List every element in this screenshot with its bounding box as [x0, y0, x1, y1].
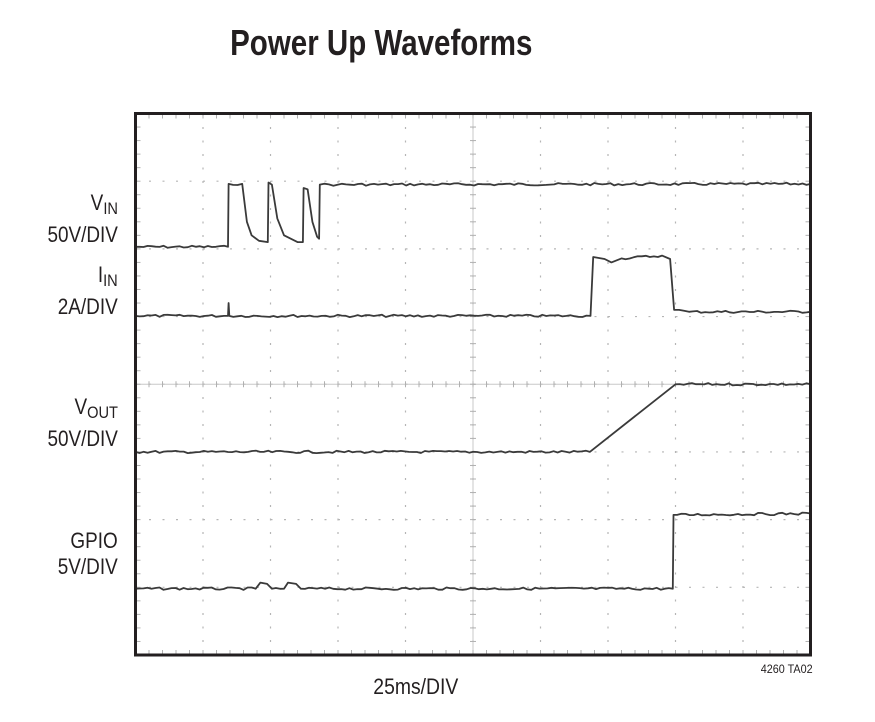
figure-id: 4260 TA02	[761, 662, 813, 676]
channel-scale: 5V/DIV	[58, 554, 118, 579]
trace-gpio	[135, 511, 811, 591]
channel-scale: 50V/DIV	[47, 222, 118, 247]
channel-subscript: OUT	[87, 403, 118, 422]
channel-name: V	[74, 394, 88, 419]
channel-label-iin: IIN 2A/DIV	[58, 262, 118, 320]
trace-vin	[135, 181, 811, 249]
channel-scale: 2A/DIV	[58, 294, 118, 319]
channel-label-vin: VIN 50V/DIV	[48, 190, 118, 248]
channel-subscript: IN	[103, 199, 118, 218]
trace-vout	[135, 382, 811, 454]
channel-scale: 50V/DIV	[47, 426, 118, 451]
channel-name: I	[98, 262, 104, 287]
channel-name: GPIO	[70, 528, 118, 553]
chart-title: Power Up Waveforms	[230, 22, 533, 63]
trace-iin	[135, 254, 811, 318]
waveform-traces	[135, 181, 811, 591]
plot-frame	[134, 112, 812, 657]
channel-label-gpio: GPIO 5V/DIV	[58, 528, 118, 580]
channel-label-vout: VOUT 50V/DIV	[48, 394, 118, 452]
channel-subscript: IN	[103, 271, 118, 290]
x-axis-scale-label: 25ms/DIV	[373, 674, 459, 699]
channel-name: V	[90, 190, 104, 215]
